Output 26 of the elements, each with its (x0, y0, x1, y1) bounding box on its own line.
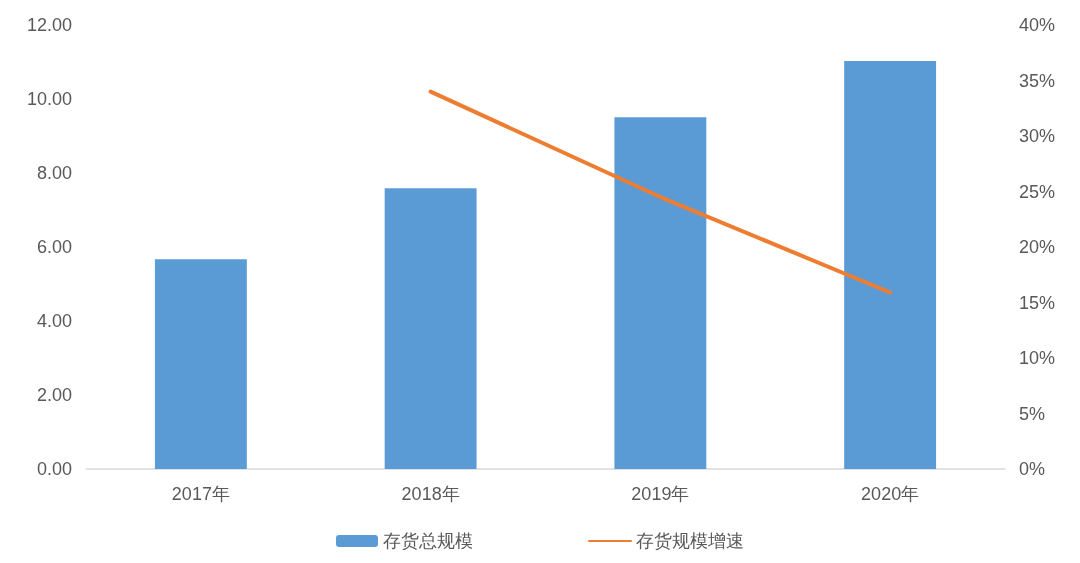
y2-tick-label: 35% (1019, 70, 1056, 91)
y-tick-label: 12.00 (26, 15, 72, 35)
x-tick-label: 2017年 (171, 484, 230, 504)
bar (844, 60, 937, 469)
y-tick-label: 2.00 (36, 385, 72, 405)
y2-tick-label: 20% (1019, 237, 1056, 257)
legend-label: 存货规模增速 (636, 531, 744, 551)
legend-label: 存货总规模 (383, 531, 473, 551)
y2-tick-label: 0% (1019, 459, 1046, 479)
y2-tick-label: 15% (1019, 292, 1056, 313)
y-tick-label: 8.00 (36, 163, 72, 183)
y-tick-label: 0.00 (36, 459, 72, 479)
bar (154, 259, 247, 469)
y-tick-label: 10.00 (26, 89, 72, 109)
y2-tick-label: 10% (1019, 348, 1056, 368)
x-tick-label: 2019年 (631, 484, 690, 504)
x-tick-label: 2020年 (861, 484, 920, 504)
bar (384, 188, 477, 469)
y2-tick-label: 40% (1019, 15, 1056, 35)
y-tick-label: 6.00 (36, 237, 72, 257)
y2-tick-label: 25% (1019, 181, 1056, 202)
y2-tick-label: 5% (1019, 403, 1046, 424)
y2-tick-label: 30% (1019, 126, 1056, 146)
y-tick-label: 4.00 (36, 311, 72, 331)
bar (614, 117, 707, 469)
x-tick-label: 2018年 (401, 484, 460, 504)
